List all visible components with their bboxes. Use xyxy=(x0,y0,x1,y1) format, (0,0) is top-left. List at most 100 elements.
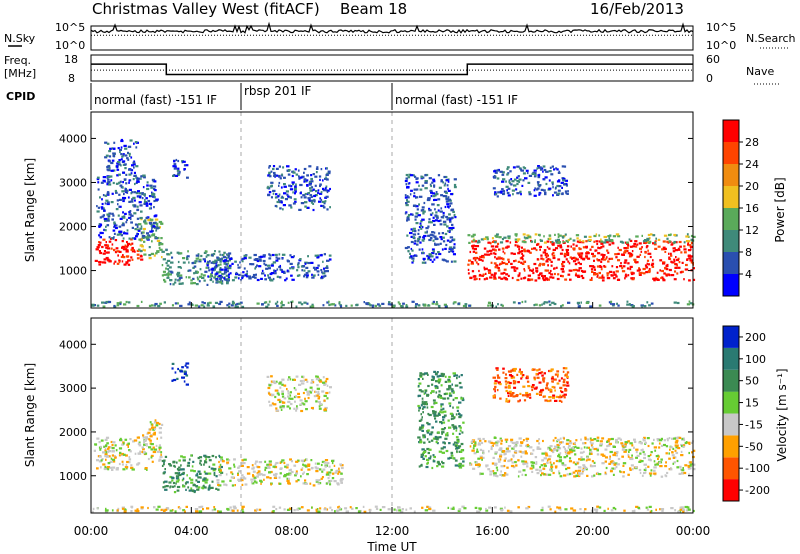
velocity-data xyxy=(91,362,696,513)
colorbar-tick-5: 50 xyxy=(745,375,759,388)
freq-line xyxy=(91,63,693,76)
xtick-label-0: 00:00 xyxy=(74,524,109,538)
power-y-axis: 1000 2000 3000 4000 xyxy=(59,132,693,278)
xtick-label-6: 00:00 xyxy=(676,524,711,538)
data-region-5 xyxy=(204,253,332,282)
data-region-1 xyxy=(141,419,164,463)
colorbar-tick-4: 15 xyxy=(745,397,759,410)
noise-ytick-top-left: 10^5 xyxy=(55,21,85,34)
velocity-colorbar: -200 -100 -50 -15 15 50 100 200 xyxy=(722,325,770,502)
colorbar-tick-3: -15 xyxy=(745,418,763,431)
colorbar-swatch-1 xyxy=(723,457,739,480)
colorbar-swatch-2 xyxy=(723,230,739,252)
data-region-11 xyxy=(492,165,569,198)
ytick-label-2: 3000 xyxy=(59,382,87,395)
power-panel: 1000 2000 3000 4000 Slant Range [km] 4 8 12 16… xyxy=(23,111,787,309)
data-region-2 xyxy=(96,173,159,241)
colorbar-tick-1: 8 xyxy=(745,246,752,259)
data-region-0 xyxy=(93,436,149,471)
noise-ytick-bottom-right: 10^0 xyxy=(706,39,736,52)
data-region-3 xyxy=(216,458,344,487)
data-region-9 xyxy=(91,505,695,513)
colorbar-swatch-4 xyxy=(723,391,739,414)
colorbar-tick-0: 4 xyxy=(745,268,752,281)
colorbar-swatch-0 xyxy=(723,479,739,501)
freq-label-bottom: [MHz] xyxy=(4,67,36,80)
colorbar-swatch-0 xyxy=(723,274,739,296)
freq-trace xyxy=(91,63,693,76)
velocity-panel: 1000 2000 3000 4000 Slant Range [km] -200 -1… xyxy=(23,302,789,554)
noise-sky-label: N.Sky xyxy=(4,32,36,45)
colorbar-swatch-5 xyxy=(723,164,739,186)
noise-ytick-bottom-left: 10^0 xyxy=(55,39,85,52)
data-region-8 xyxy=(492,367,570,403)
ytick-label-0: 1000 xyxy=(59,470,87,483)
time-x-axis: 00:00 04:00 08:00 12:00 16:00 20:00 00:00 xyxy=(74,302,711,538)
data-region-3 xyxy=(104,138,139,176)
colorbar-tick-5: 24 xyxy=(745,158,759,171)
colorbar-tick-6: 28 xyxy=(745,136,759,149)
xtick-label-5: 20:00 xyxy=(575,524,610,538)
ytick-label-1: 2000 xyxy=(59,426,87,439)
velocity-ylabel: Slant Range [km] xyxy=(23,363,37,467)
power-data xyxy=(91,138,696,308)
x-axis-label: Time UT xyxy=(366,540,417,554)
date-label: 16/Feb/2013 xyxy=(590,0,684,18)
colorbar-tick-7: 200 xyxy=(745,331,766,344)
colorbar-swatch-6 xyxy=(723,142,739,164)
nave-tick-60: 60 xyxy=(706,53,720,66)
freq-panel: Freq. [MHz] 18 8 60 0 Nave xyxy=(4,53,780,85)
nave-label: Nave xyxy=(746,65,774,78)
cpid-segment-1: rbsp 201 IF xyxy=(244,84,311,98)
power-colorbar: 4 8 12 16 20 24 28 xyxy=(722,119,759,297)
colorbar-tick-4: 20 xyxy=(745,180,759,193)
freq-tick-18: 18 xyxy=(64,53,78,66)
noise-sky-line xyxy=(90,21,694,34)
xtick-label-3: 12:00 xyxy=(375,524,410,538)
noise-search-label: N.Search xyxy=(746,32,796,45)
data-region-6 xyxy=(417,370,465,470)
ytick-label-1: 2000 xyxy=(59,221,87,234)
freq-tick-8: 8 xyxy=(68,72,75,85)
colorbar-tick-2: -50 xyxy=(745,440,763,453)
data-region-6 xyxy=(172,158,189,179)
colorbar-tick-3: 16 xyxy=(745,202,759,215)
nave-tick-0: 0 xyxy=(706,72,713,85)
data-region-4 xyxy=(171,362,190,386)
data-region-7 xyxy=(266,165,331,212)
noise-ytick-top-right: 10^5 xyxy=(706,21,736,34)
freq-label-top: Freq. xyxy=(4,54,31,67)
station-title: Christmas Valley West (fitACF) xyxy=(92,0,320,18)
xtick-label-2: 08:00 xyxy=(274,524,309,538)
data-region-4 xyxy=(161,248,232,286)
xtick-label-4: 16:00 xyxy=(475,524,510,538)
velocity-colorbar-label: Velocity [m s⁻¹] xyxy=(775,368,789,461)
ytick-label-2: 3000 xyxy=(59,176,87,189)
data-region-9 xyxy=(467,239,696,282)
ytick-label-0: 1000 xyxy=(59,265,87,278)
noise-trace xyxy=(90,21,694,36)
cpid-strip: CPID normal (fast) -151 IF rbsp 201 IF n… xyxy=(6,83,518,110)
ytick-label-3: 4000 xyxy=(59,338,87,351)
beam-label: Beam 18 xyxy=(340,0,407,18)
colorbar-swatch-1 xyxy=(723,252,739,274)
colorbar-tick-1: -100 xyxy=(745,462,770,475)
noise-panel: N.Sky N.Search 10^5 10^0 10^5 10^0 xyxy=(4,21,796,52)
data-region-2 xyxy=(161,454,224,494)
colorbar-tick-6: 100 xyxy=(745,353,766,366)
data-region-5 xyxy=(266,375,332,413)
colorbar-tick-2: 12 xyxy=(745,224,759,237)
colorbar-swatch-5 xyxy=(723,369,739,392)
cpid-label: CPID xyxy=(6,90,35,103)
power-colorbar-label: Power [dB] xyxy=(773,177,787,242)
data-region-8 xyxy=(404,173,457,264)
xtick-label-1: 04:00 xyxy=(174,524,209,538)
cpid-segment-2: normal (fast) -151 IF xyxy=(395,93,518,107)
velocity-y-axis: 1000 2000 3000 4000 xyxy=(59,338,693,483)
colorbar-swatch-7 xyxy=(723,120,739,142)
colorbar-tick-0: -200 xyxy=(745,484,770,497)
cpid-segment-0: normal (fast) -151 IF xyxy=(94,93,217,107)
power-ylabel: Slant Range [km] xyxy=(23,158,37,262)
data-region-10 xyxy=(467,233,696,244)
